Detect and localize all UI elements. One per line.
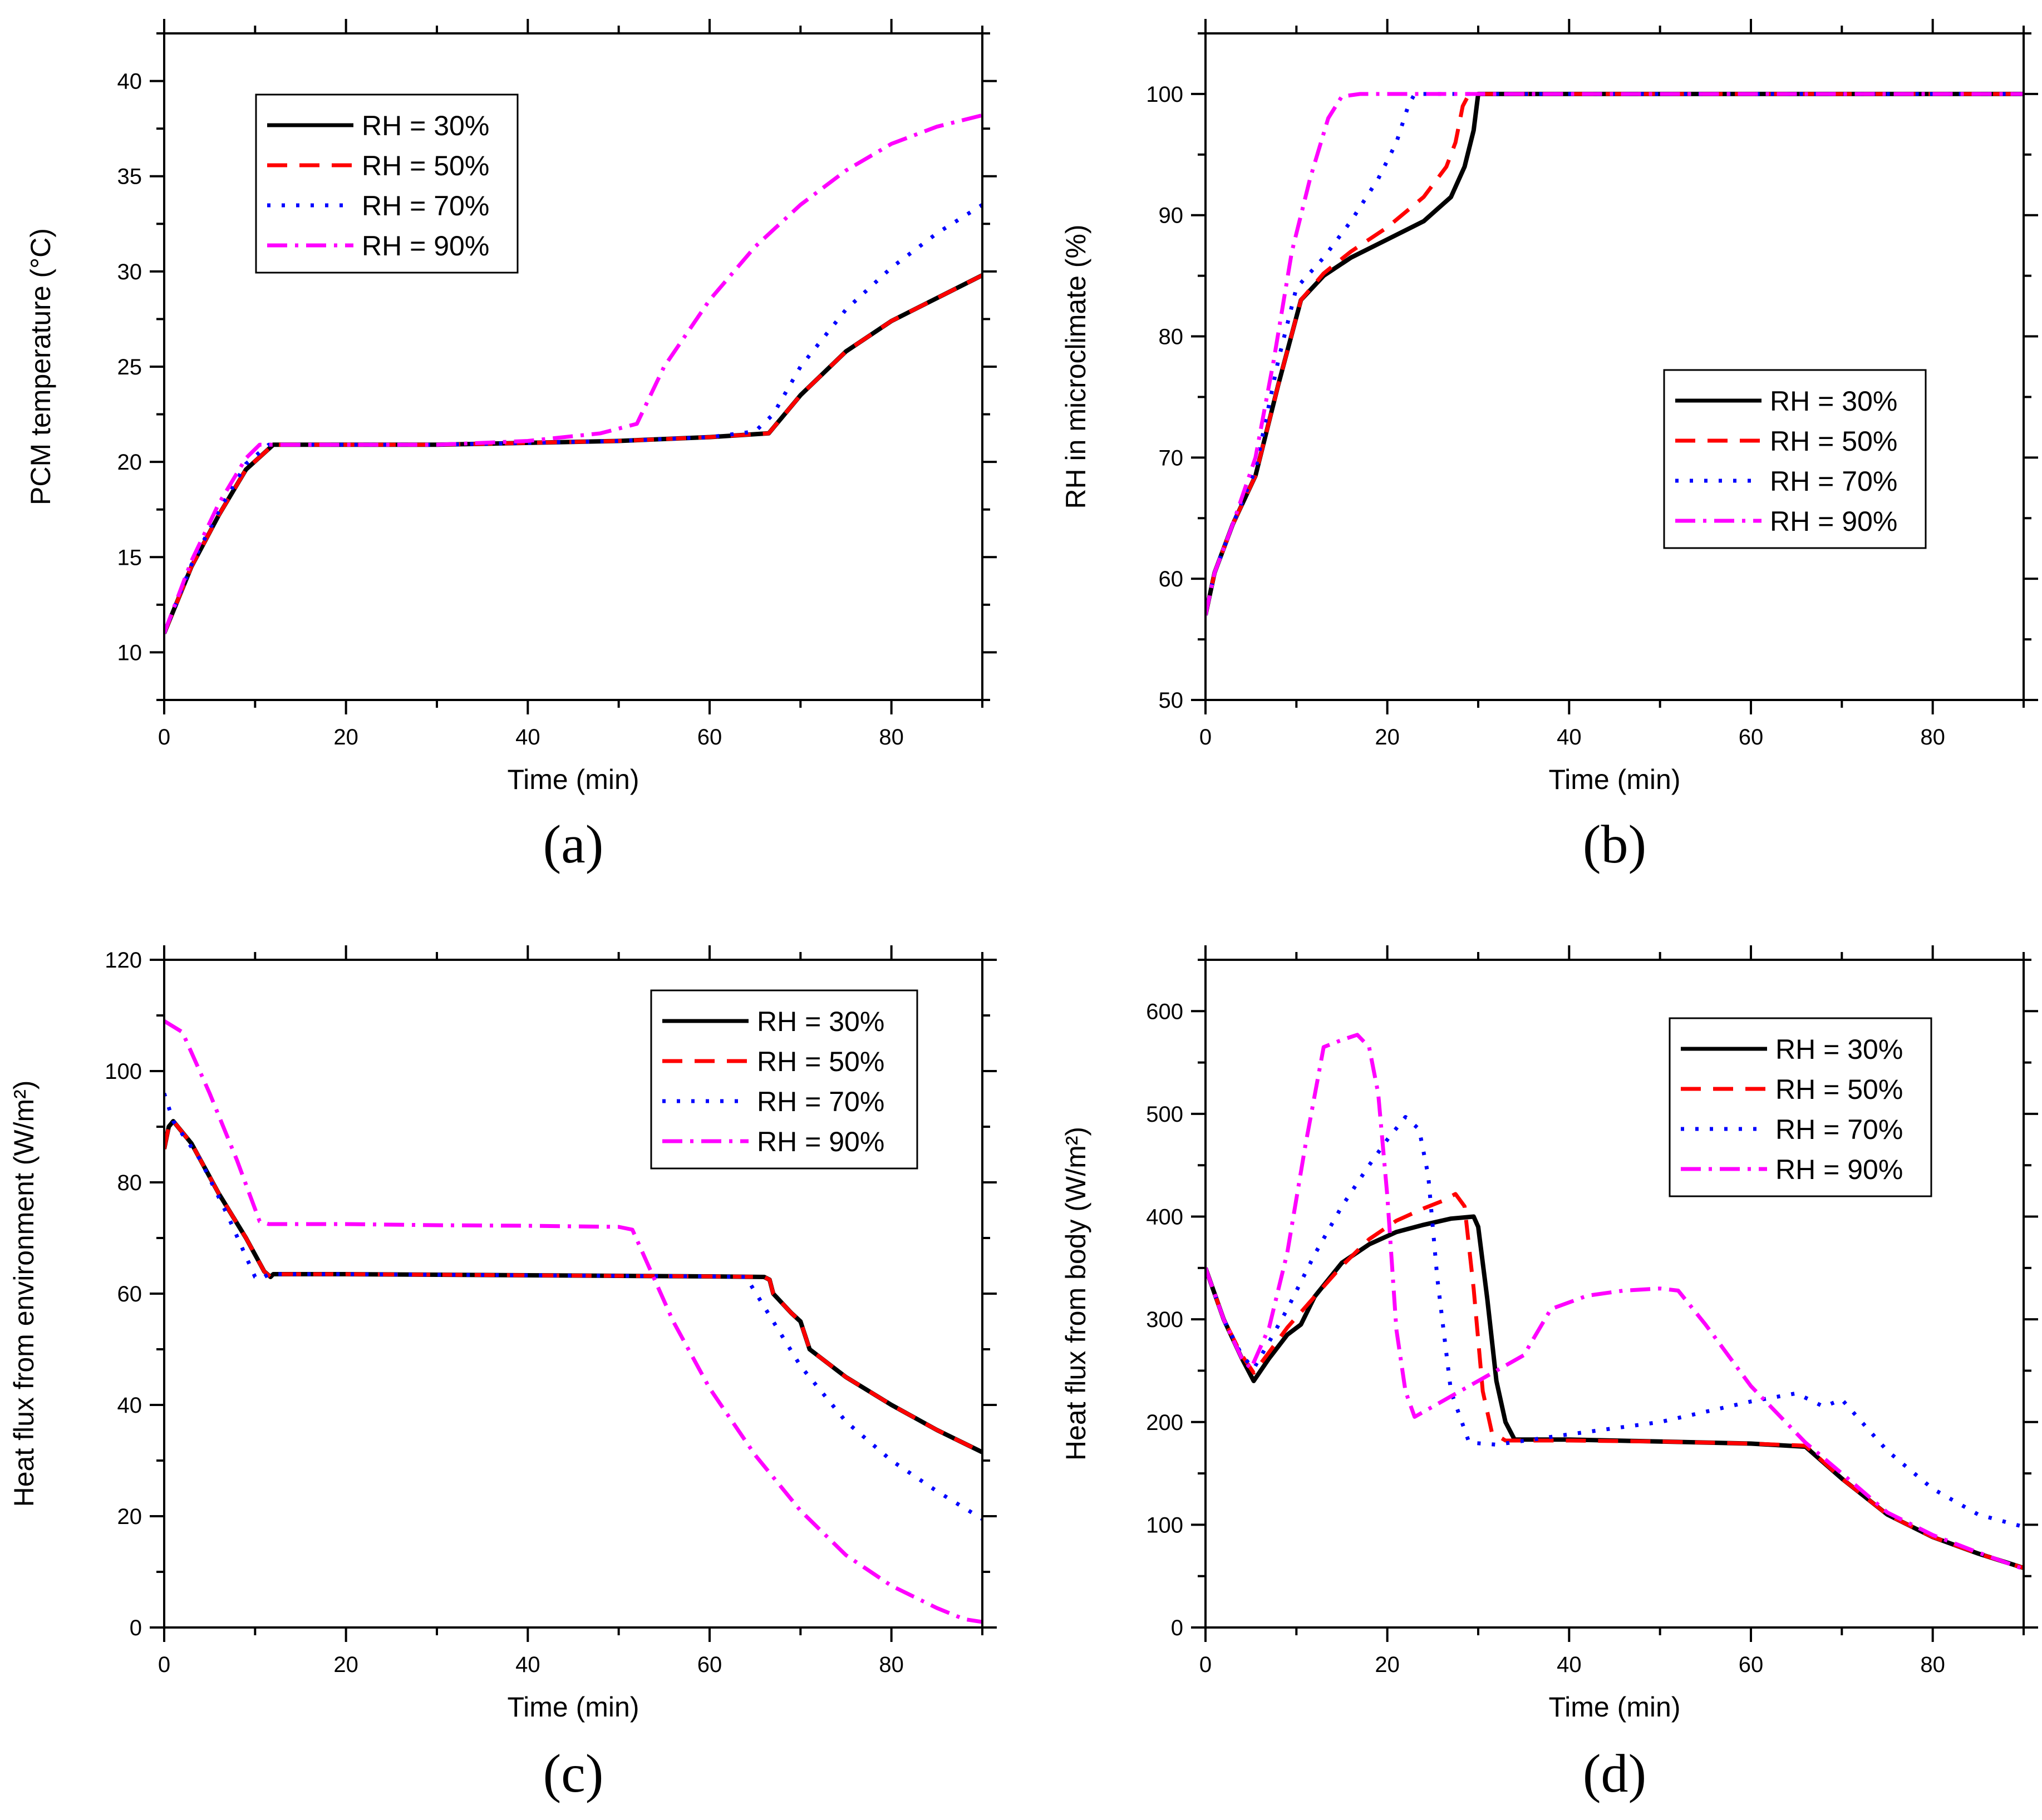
x-tick-label: 0 xyxy=(158,1653,170,1677)
y-tick-label: 40 xyxy=(117,1393,142,1418)
y-tick-label: 100 xyxy=(1146,1513,1183,1537)
x-tick-label: 40 xyxy=(1557,1653,1582,1677)
legend-label: RH = 70% xyxy=(1775,1114,1903,1145)
y-tick-label: 60 xyxy=(117,1282,142,1306)
y-tick-label: 200 xyxy=(1146,1410,1183,1435)
y-axis-title: PCM temperature (°C) xyxy=(25,228,56,505)
x-tick-label: 0 xyxy=(1199,725,1212,749)
y-tick-label: 100 xyxy=(105,1059,142,1084)
y-tick-label: 20 xyxy=(117,1505,142,1529)
y-tick-label: 80 xyxy=(1159,325,1184,349)
series-group xyxy=(1205,91,2024,616)
y-axis-title: Heat flux from body (W/m²) xyxy=(1060,1127,1091,1461)
series-line-50 xyxy=(1205,1192,2024,1570)
x-tick-label: 80 xyxy=(879,1653,904,1677)
y-tick-label: 60 xyxy=(1159,567,1184,591)
x-tick-label: 60 xyxy=(697,725,722,749)
x-tick-label: 40 xyxy=(1557,725,1582,749)
x-tick-label: 80 xyxy=(1920,1653,1945,1677)
legend-label: RH = 30% xyxy=(1770,386,1897,417)
legend-label: RH = 50% xyxy=(1770,426,1897,457)
y-tick-label: 300 xyxy=(1146,1308,1183,1332)
x-axis-title: Time (min) xyxy=(507,1691,639,1723)
x-tick-label: 0 xyxy=(158,725,170,749)
x-tick-label: 40 xyxy=(515,725,540,749)
y-tick-label: 90 xyxy=(1159,204,1184,228)
x-tick-label: 60 xyxy=(697,1653,722,1677)
series-line-30 xyxy=(164,1119,982,1454)
series-line-30 xyxy=(1205,1214,2024,1570)
x-tick-label: 0 xyxy=(1199,1653,1212,1677)
x-tick-label: 20 xyxy=(333,1653,358,1677)
y-tick-label: 400 xyxy=(1146,1205,1183,1230)
legend-label: RH = 90% xyxy=(1775,1154,1903,1185)
series-line-90 xyxy=(164,113,982,634)
y-tick-label: 0 xyxy=(130,1616,142,1640)
legend-label: RH = 50% xyxy=(362,150,489,181)
y-tick-label: 35 xyxy=(117,165,142,189)
y-tick-label: 50 xyxy=(1159,688,1184,713)
legend-label: RH = 70% xyxy=(757,1086,884,1117)
y-tick-label: 20 xyxy=(117,450,142,475)
y-tick-label: 25 xyxy=(117,355,142,379)
series-line-90 xyxy=(164,1019,982,1624)
y-tick-label: 80 xyxy=(117,1171,142,1195)
x-tick-label: 20 xyxy=(333,725,358,749)
series-group xyxy=(164,113,982,634)
x-axis-title: Time (min) xyxy=(1548,1691,1680,1723)
y-tick-label: 120 xyxy=(105,948,142,973)
y-tick-label: 30 xyxy=(117,260,142,284)
legend: RH = 30% RH = 50% RH = 70% RH = 90% xyxy=(650,989,918,1170)
y-tick-label: 40 xyxy=(117,70,142,94)
legend-label: RH = 90% xyxy=(362,230,489,262)
legend: RH = 30% RH = 50% RH = 70% RH = 90% xyxy=(1669,1017,1932,1197)
legend-label: RH = 50% xyxy=(757,1046,884,1077)
legend: RH = 30% RH = 50% RH = 70% RH = 90% xyxy=(255,93,519,274)
y-tick-label: 100 xyxy=(1146,82,1183,107)
legend: RH = 30% RH = 50% RH = 70% RH = 90% xyxy=(1663,369,1927,549)
panel-d: 0 20 40 60 80 0 100 200 300 400 500 600 Time (min) He… xyxy=(1060,945,2038,1804)
series-line-50 xyxy=(164,273,982,634)
panel-label: (b) xyxy=(1583,815,1646,875)
series-line-50 xyxy=(164,1119,982,1454)
x-tick-label: 20 xyxy=(1375,725,1400,749)
legend-label: RH = 30% xyxy=(1775,1034,1903,1065)
y-tick-label: 70 xyxy=(1159,446,1184,470)
panel-label: (d) xyxy=(1583,1744,1646,1804)
legend-label: RH = 30% xyxy=(757,1006,884,1037)
x-axis-title: Time (min) xyxy=(1548,764,1680,795)
series-line-90 xyxy=(1205,92,2024,616)
series-line-50 xyxy=(1205,92,2024,616)
series-group xyxy=(1205,1033,2024,1571)
y-axis-title: RH in microclimate (%) xyxy=(1060,224,1091,509)
panel-c: 0 20 40 60 80 0 20 40 60 80 100 120 Time (min) Heat f… xyxy=(8,945,997,1804)
x-tick-label: 60 xyxy=(1739,725,1764,749)
legend-label: RH = 90% xyxy=(1770,506,1897,537)
panel-b: 0 20 40 60 80 50 60 70 80 90 100 Time (min) RH in mi… xyxy=(1060,19,2038,875)
y-tick-label: 500 xyxy=(1146,1102,1183,1127)
panel-label: (a) xyxy=(543,815,604,875)
x-tick-label: 40 xyxy=(515,1653,540,1677)
x-axis-title: Time (min) xyxy=(507,764,639,795)
series-line-30 xyxy=(164,273,982,634)
legend-label: RH = 90% xyxy=(757,1126,884,1157)
panel-a: 0 20 40 60 80 10 15 20 25 30 35 40 Time (min) PCM tem… xyxy=(25,19,997,875)
legend-label: RH = 70% xyxy=(1770,466,1897,497)
y-tick-label: 15 xyxy=(117,545,142,570)
series-line-90 xyxy=(1205,1033,2024,1571)
x-tick-label: 20 xyxy=(1375,1653,1400,1677)
y-tick-label: 0 xyxy=(1171,1616,1183,1640)
x-tick-label: 60 xyxy=(1739,1653,1764,1677)
x-tick-label: 80 xyxy=(879,725,904,749)
y-axis-title: Heat flux from environment (W/m²) xyxy=(8,1081,40,1507)
series-group xyxy=(164,1019,982,1624)
y-tick-label: 10 xyxy=(117,640,142,665)
legend-label: RH = 70% xyxy=(362,190,489,221)
y-tick-label: 600 xyxy=(1146,999,1183,1024)
panel-label: (c) xyxy=(543,1744,604,1804)
legend-label: RH = 50% xyxy=(1775,1074,1903,1105)
x-tick-label: 80 xyxy=(1920,725,1945,749)
legend-label: RH = 30% xyxy=(362,110,489,141)
